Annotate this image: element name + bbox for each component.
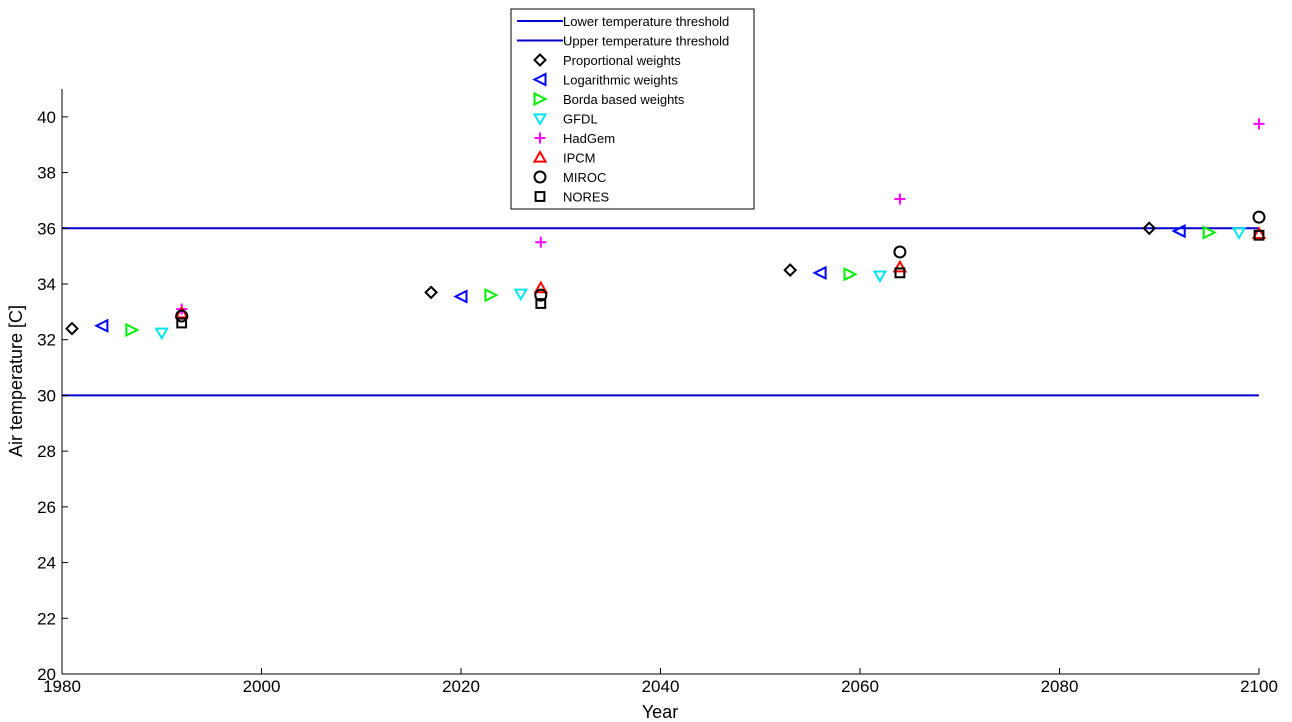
y-axis-label: Air temperature [C] <box>6 305 26 457</box>
legend-marker <box>533 91 548 107</box>
point-proportional-weights <box>1142 221 1157 236</box>
legend-entry: GFDL <box>563 112 598 127</box>
point-miroc <box>534 288 548 302</box>
legend-entry: Lower temperature threshold <box>563 14 729 29</box>
threshold-lines <box>62 227 1259 397</box>
y-tick-label: 20 <box>37 665 56 684</box>
legend-marker <box>534 191 546 202</box>
point-nores <box>894 267 906 279</box>
point-logarithmic-weights <box>812 265 827 280</box>
point-borda-based-weights <box>843 267 858 282</box>
x-tick-label: 2100 <box>1240 677 1278 696</box>
point-ipcm <box>174 305 189 319</box>
y-tick-label: 24 <box>37 554 56 573</box>
legend-entry: Proportional weights <box>563 53 681 68</box>
point-ipcm <box>1251 226 1267 239</box>
point-miroc <box>175 309 189 323</box>
point-borda-based-weights <box>1202 225 1217 240</box>
point-nores <box>535 298 547 309</box>
legend-entry: Logarithmic weights <box>563 73 678 88</box>
point-gfdl <box>154 327 169 341</box>
x-tick-label: 1980 <box>43 677 81 696</box>
point-hadgem <box>535 236 547 248</box>
legend-box <box>510 8 755 210</box>
legend-marker <box>532 113 548 127</box>
y-tick-label: 40 <box>37 108 56 127</box>
axes: 20 22 24 26 28 30 32 34 36 38 40 1980 2000 2020 2040 20… <box>37 89 1278 696</box>
y-tick-label: 32 <box>37 331 56 350</box>
legend-marker <box>532 72 547 87</box>
point-proportional-weights <box>783 263 798 277</box>
point-nores <box>176 317 188 329</box>
legend-entry: Borda based weights <box>563 92 685 107</box>
y-tick-label: 34 <box>37 275 56 294</box>
legend-marker <box>534 132 546 144</box>
legend-entry: MIROC <box>563 170 606 185</box>
y-tick-label: 36 <box>37 219 56 238</box>
point-logarithmic-weights <box>1171 223 1186 239</box>
point-proportional-weights <box>424 285 438 300</box>
point-proportional-weights <box>65 321 79 336</box>
point-miroc <box>1252 210 1266 224</box>
legend: Lower temperature threshold Upper tempera… <box>510 8 755 210</box>
data-markers <box>65 118 1267 341</box>
x-axis-label: Year <box>642 702 678 722</box>
point-logarithmic-weights <box>94 318 109 333</box>
legend-marker <box>533 170 547 184</box>
point-hadgem <box>1253 118 1265 130</box>
point-borda-based-weights <box>125 322 140 338</box>
y-tick-label: 26 <box>37 498 56 517</box>
legend-marker <box>533 53 547 67</box>
y-tick-label: 38 <box>37 164 56 183</box>
y-tick-label: 22 <box>37 609 56 628</box>
point-miroc <box>893 245 907 259</box>
legend-entry: HadGem <box>563 131 615 146</box>
legend-entry: NORES <box>563 190 610 205</box>
point-ipcm <box>533 280 549 294</box>
point-hadgem <box>894 193 906 205</box>
x-tick-label: 2080 <box>1041 677 1079 696</box>
y-tick-label: 30 <box>37 386 56 405</box>
point-gfdl <box>872 270 888 284</box>
point-ipcm <box>892 259 908 273</box>
point-nores <box>1253 229 1265 241</box>
legend-marker <box>532 149 548 163</box>
point-gfdl <box>1231 227 1247 240</box>
point-gfdl <box>513 288 529 302</box>
legend-entry: IPCM <box>563 151 596 166</box>
x-tick-label: 2000 <box>243 677 281 696</box>
y-tick-label: 28 <box>37 442 56 461</box>
x-tick-label: 2020 <box>442 677 480 696</box>
legend-entry: Upper temperature threshold <box>563 34 729 49</box>
point-borda-based-weights <box>484 288 499 303</box>
point-logarithmic-weights <box>453 289 468 304</box>
x-tick-label: 2060 <box>841 677 879 696</box>
x-tick-label: 2040 <box>642 677 680 696</box>
